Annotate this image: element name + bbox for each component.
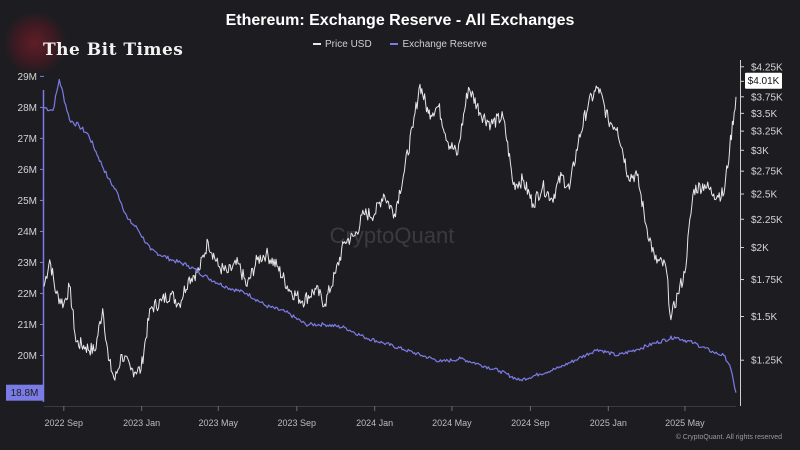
right-tick-label: $1.5K [751,312,777,323]
copyright-notice: © CryptoQuant. All rights reserved [675,434,782,441]
x-tick-label: 2022 Sep [45,418,84,428]
left-tick-label: 28M [18,103,37,114]
chart-legend: Price USD Exchange Reserve [0,39,800,50]
left-tick-label: 22M [18,289,37,300]
legend-item-reserve: Exchange Reserve [390,39,487,50]
left-tick-label: 20M [18,351,37,362]
right-tick-label: $3.75K [751,92,783,103]
left-axis-ticks: 20M 21M 22M 23M 24M 25M 26M 27M 28M 29M [18,72,44,362]
right-tick-label: $2.25K [751,215,783,226]
left-tick-label: 25M [18,196,37,207]
right-tick-label: $2.75K [751,167,783,178]
right-tick-label: $3.25K [751,127,783,138]
exchange-reserve-line [43,78,737,393]
x-tick-label: 2023 Jan [123,418,160,428]
left-tick-label: 23M [18,258,37,269]
reserve-current-flag [6,384,43,401]
right-tick-label: $4.25K [751,62,783,73]
legend-label-price: Price USD [325,39,372,50]
right-tick-label: $2.5K [751,190,777,201]
price-current-label: $4.01K [748,76,780,87]
left-tick-label: 24M [18,227,37,238]
x-tick-label: 2025 May [665,418,705,428]
right-tick-label: $2K [751,243,769,254]
right-tick-label: $3K [751,146,769,157]
x-tick-label: 2025 Jan [590,418,627,428]
legend-swatch-reserve [390,43,399,46]
current-value-flags: 18.8M $4.01K [6,72,782,401]
legend-item-price: Price USD [313,39,372,50]
x-tick-label: 2023 May [199,418,239,428]
legend-label-reserve: Exchange Reserve [402,39,487,50]
x-tick-label: 2023 Sep [278,418,317,428]
x-tick-label: 2024 Sep [511,418,550,428]
left-tick-label: 29M [18,72,37,83]
right-tick-label: $1.75K [751,275,783,286]
x-tick-label: 2024 Jan [356,418,393,428]
price-current-flag [745,72,782,89]
left-tick-label: 26M [18,165,37,176]
x-tick-label: 2024 May [432,418,472,428]
price-usd-line [43,83,737,381]
left-tick-label: 21M [18,320,37,331]
left-tick-label: 27M [18,134,37,145]
right-tick-label: $1.25K [751,356,783,367]
chart-title: Ethereum: Exchange Reserve - All Exchang… [225,12,575,29]
reserve-current-label: 18.8M [11,388,39,399]
publisher-logo-splash [4,12,66,74]
x-axis-ticks: 2022 Sep 2023 Jan 2023 May 2023 Sep 2024 Jan… [45,406,705,428]
right-tick-label: $3.5K [751,109,777,120]
publisher-watermark: The Bit Times [43,40,184,60]
right-axis-ticks: $1.25K $1.5K $1.75K $2K $2.25K $2.5K $2.75K $3K… [740,62,783,367]
cryptoquant-watermark: CryptoQuant [330,223,455,248]
legend-swatch-price [313,43,322,46]
